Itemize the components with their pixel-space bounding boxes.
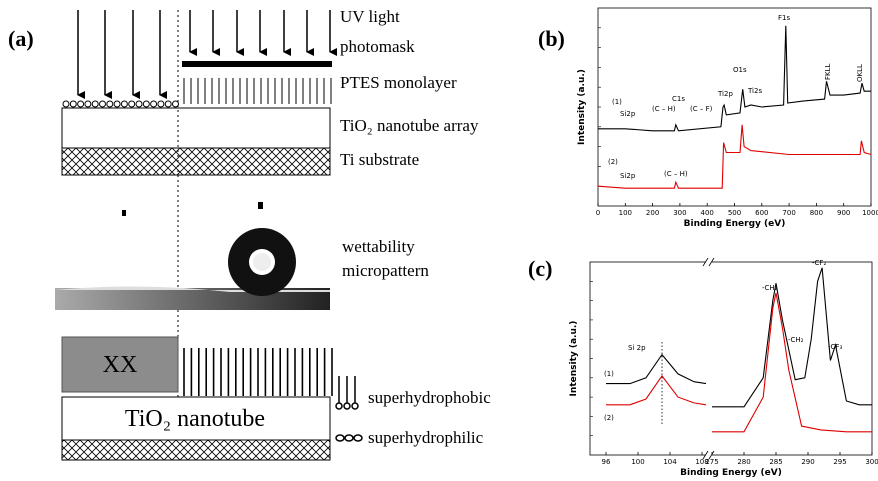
annotation: (C – F) (690, 105, 713, 113)
molecule (150, 100, 158, 108)
x-tick-label: 500 (728, 209, 741, 217)
molecule (84, 100, 92, 108)
text: Ti substrate (340, 150, 419, 169)
annotation: (C – H) (652, 105, 676, 113)
text: TiO₂ nanotube array (340, 116, 479, 135)
text: micropattern (342, 261, 429, 280)
text: XX (103, 352, 138, 378)
x-tick-label: 280 (737, 458, 750, 466)
annotation: (1) (612, 98, 622, 106)
annotation: Si 2p (628, 344, 646, 352)
x-tick-label: 295 (833, 458, 846, 466)
panel-b: (b) (1) Si2p C1s (C – H) (C – F) Ti2p O1… (538, 7, 878, 229)
annotation: Ti2p (717, 90, 733, 98)
text: photomask (340, 37, 415, 56)
legend-icons (335, 376, 363, 442)
block (61, 336, 179, 393)
text: PTES monolayer (340, 73, 457, 92)
x-axis-label: Binding Energy (eV) (684, 219, 786, 229)
x-tick-label: 400 (701, 209, 714, 217)
tio2-layer (61, 396, 331, 441)
pillars (183, 348, 333, 396)
text: superhydrophobic (368, 388, 491, 407)
annotation: F1s (778, 14, 790, 22)
x-tick-label: 285 (769, 458, 782, 466)
x-tick-label: 600 (755, 209, 768, 217)
ti-substrate (61, 147, 331, 176)
panel-label: (c) (528, 256, 552, 281)
droplet-photo (55, 202, 330, 310)
axis-break (702, 450, 715, 460)
series-line (598, 25, 871, 132)
x-tick-label: 1000 (862, 209, 878, 217)
annotation: Si2p (620, 172, 636, 180)
y-axis-label: Intensity (a.u.) (577, 69, 587, 145)
annotation: (2) (608, 158, 618, 166)
x-tick-label: 100 (619, 209, 632, 217)
x-tick-label: 300 (673, 209, 686, 217)
x-tick-label: 200 (646, 209, 659, 217)
molecule (69, 100, 77, 108)
annotation: O1s (733, 66, 747, 74)
molecule (77, 100, 85, 108)
text: UV light (340, 7, 400, 26)
x-tick-label: 800 (810, 209, 823, 217)
molecule (157, 100, 165, 108)
annotation: FKLL (824, 63, 832, 80)
panel-c: (c) Si 2p -CH₂ -CH₂ -CF₂ -CF₃ (1) (2) 96… (528, 256, 878, 478)
molecule (172, 100, 179, 108)
uv-arrows (77, 10, 337, 99)
panel-label: (b) (538, 26, 565, 51)
molecule (135, 100, 143, 108)
plot-frame (597, 7, 872, 207)
x-tick-label: 96 (602, 458, 611, 466)
x-tick-label: 290 (801, 458, 814, 466)
series-line (606, 267, 872, 408)
panel-a: (a) UV light photomask PTES monolayer Ti… (8, 7, 491, 461)
annotation: (1) (604, 370, 614, 378)
axis-break (706, 258, 712, 266)
molecule (113, 100, 121, 108)
x-tick-label: 300 (865, 458, 878, 466)
molecule (99, 100, 106, 108)
x-tick-label: 108 (695, 458, 708, 466)
molecule (62, 100, 70, 108)
molecule (164, 100, 172, 108)
annotation: C1s (672, 95, 685, 103)
annotation: -CH₂ (762, 284, 778, 292)
x-tick-label: 104 (663, 458, 677, 466)
annotation: Ti2s (747, 87, 762, 95)
annotation: Si2p (620, 110, 636, 118)
x-tick-label: 0 (596, 209, 600, 217)
molecule (106, 100, 114, 108)
panel-label: (a) (8, 26, 34, 51)
x-tick-label: 100 (631, 458, 644, 466)
annotation: OKLL (856, 64, 864, 82)
molecule (142, 100, 150, 108)
monolayer (62, 78, 332, 108)
tio2-layer (61, 107, 331, 149)
series-line (597, 124, 872, 189)
x-tick-label: 700 (782, 209, 795, 217)
x-axis-label: Binding Energy (eV) (680, 468, 782, 478)
x-tick-label: 275 (705, 458, 718, 466)
series-line (606, 292, 872, 433)
axis-break (706, 451, 712, 459)
photomask (182, 61, 332, 67)
y-axis-label: Intensity (a.u.) (569, 321, 579, 397)
axis-break (702, 257, 715, 267)
annotation: (2) (604, 414, 614, 422)
molecule (91, 100, 99, 108)
annotation: -CH₂ (788, 336, 804, 344)
molecule (120, 100, 128, 108)
text: TiO₂ nanotube (125, 406, 265, 432)
text: wettability (342, 237, 415, 256)
ti-substrate (61, 439, 331, 461)
text: superhydrophilic (368, 428, 484, 447)
annotation: -CF₂ (812, 259, 826, 267)
x-tick-label: 900 (837, 209, 850, 217)
annotation: (C – H) (664, 170, 688, 178)
molecule (128, 100, 136, 108)
